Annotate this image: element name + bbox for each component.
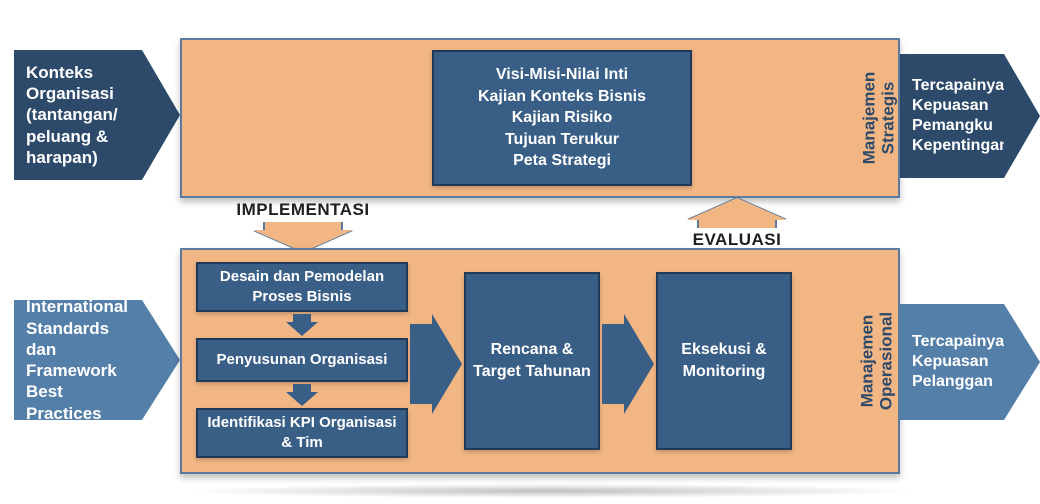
- diagram-canvas: Konteks Organisasi (tantangan/ peluang &…: [0, 0, 1040, 504]
- box-rencana-target: Rencana & Target Tahunan: [464, 272, 600, 450]
- connector-evaluasi: EVALUASI: [652, 198, 822, 252]
- process-arrow-icon: [602, 314, 654, 414]
- box-identifikasi-kpi: Identifikasi KPI Organisasi & Tim: [196, 408, 408, 458]
- box-eksekusi-monitoring: Eksekusi & Monitoring: [656, 272, 792, 450]
- drop-shadow: [180, 484, 920, 498]
- panel-operasional: Desain dan Pemodelan Proses Bisnis Penyu…: [180, 248, 900, 474]
- arrow-text: Tercapainya Kepuasan Pemangku Kepentinga…: [912, 76, 1009, 156]
- arrow-international-standards: International Standards dan Framework Be…: [14, 300, 180, 420]
- box-penyusunan-organisasi: Penyusunan Organisasi: [196, 338, 408, 382]
- panel-strategis: Visi-Misi-Nilai Inti Kajian Konteks Bisn…: [180, 38, 900, 198]
- down-arrow-icon: [286, 384, 318, 406]
- arrow-konteks-organisasi: Konteks Organisasi (tantangan/ peluang &…: [14, 50, 180, 180]
- process-arrow-icon: [410, 314, 462, 414]
- box-desain-pemodelan: Desain dan Pemodelan Proses Bisnis: [196, 262, 408, 312]
- arrow-kepuasan-pemangku: Tercapainya Kepuasan Pemangku Kepentinga…: [900, 54, 1040, 178]
- arrow-text: Tercapainya Kepuasan Pelanggan: [912, 332, 1004, 392]
- down-arrow-icon: [286, 314, 318, 336]
- arrow-text: Konteks Organisasi (tantangan/ peluang &…: [26, 62, 118, 168]
- vlabel-strategis: Manajemen Strategis: [861, 72, 898, 165]
- arrow-kepuasan-pelanggan: Tercapainya Kepuasan Pelanggan: [900, 304, 1040, 420]
- connector-implementasi: IMPLEMENTASI: [218, 200, 388, 252]
- box-visi-misi: Visi-Misi-Nilai Inti Kajian Konteks Bisn…: [432, 50, 692, 186]
- arrow-text: International Standards dan Framework Be…: [26, 296, 136, 424]
- vlabel-operasional: Manajemen Operasional: [858, 312, 895, 410]
